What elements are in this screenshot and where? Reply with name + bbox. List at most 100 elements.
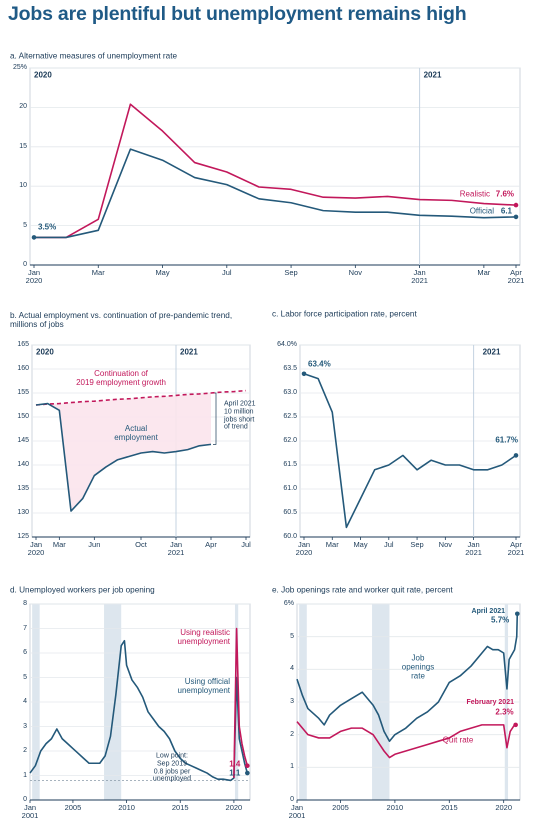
end-point — [31, 235, 37, 240]
value-label: 1.4 — [229, 759, 241, 769]
y-tick-label: 2 — [23, 747, 27, 755]
gap-area — [36, 393, 211, 512]
end-point — [513, 202, 519, 208]
annotation: February 2021 — [466, 699, 514, 707]
y-tick-label: 150 — [17, 413, 29, 421]
end-point — [513, 722, 518, 728]
period-label: 2021 — [423, 70, 442, 80]
figure-title: Jobs are plentiful but unemployment rema… — [8, 3, 467, 25]
period-label: 2020 — [34, 70, 52, 80]
x-tick-label: 2005 — [64, 803, 82, 812]
value-label: 61.7% — [495, 435, 518, 445]
x-tick-label: 2005 — [332, 803, 349, 812]
y-tick-label: 15 — [19, 142, 27, 150]
x-tick-label: 2020 — [225, 803, 243, 812]
x-tick-label: Oct — [135, 540, 147, 549]
series-line — [35, 402, 212, 512]
x-tick-label: Jan 2020 — [25, 268, 43, 286]
x-tick-label: 2010 — [386, 803, 404, 812]
x-tick-label: Sep — [284, 268, 298, 277]
series-label: Quit rate — [442, 735, 474, 745]
y-tick-label: 6% — [283, 600, 294, 608]
series-label: Using realistic unemployment — [177, 628, 230, 646]
value-label: 6.1 — [500, 206, 512, 216]
panel-title: b. Actual employment vs. continuation of… — [10, 310, 233, 329]
annotation: Low point: Sep 2019 0.8 jobs per unemplo… — [152, 752, 192, 783]
y-tick-label: 7 — [23, 624, 27, 632]
series-line — [34, 148, 517, 239]
y-tick-label: 3 — [290, 698, 294, 706]
plot-frame — [29, 67, 521, 266]
y-tick-label: 130 — [17, 509, 29, 517]
annotation: April 2021 10 million jobs short of tren… — [224, 400, 256, 431]
y-tick-label: 165 — [17, 341, 29, 349]
panel-title: a. Alternative measures of unemployment … — [10, 51, 178, 61]
y-tick-label: 63.0 — [283, 389, 297, 397]
x-tick-label: Apr 2021 — [507, 268, 525, 286]
y-tick-label: 64.0% — [277, 341, 297, 349]
y-tick-label: 62.5 — [283, 413, 297, 421]
y-tick-label: 5 — [290, 632, 294, 640]
x-tick-label: Jan 2020 — [295, 540, 313, 558]
x-tick-label: Jul — [241, 540, 251, 549]
y-tick-label: 0 — [23, 796, 27, 804]
x-tick-label: Jan 2021 — [465, 540, 482, 558]
x-tick-label: Jul — [384, 540, 394, 549]
value-label: 2.3% — [495, 707, 514, 717]
y-tick-label: 3 — [23, 722, 27, 730]
x-tick-label: Nov — [438, 540, 452, 549]
x-tick-label: 2020 — [495, 803, 513, 812]
y-tick-label: 6 — [23, 649, 27, 657]
x-tick-label: Apr 2021 — [507, 540, 525, 558]
x-tick-label: Apr — [205, 540, 217, 549]
series-line — [34, 103, 517, 239]
series-line — [29, 639, 249, 782]
y-tick-label: 61.0 — [283, 485, 297, 493]
y-tick-label: 25% — [12, 64, 27, 72]
x-tick-label: Jul — [222, 268, 232, 277]
y-tick-label: 4 — [290, 665, 294, 673]
series-line — [303, 373, 517, 529]
x-tick-label: Jun — [88, 540, 101, 549]
x-tick-label: Mar — [91, 268, 105, 277]
x-tick-label: Jan 2020 — [27, 540, 45, 558]
value-label: 5.7% — [491, 615, 510, 625]
end-point — [245, 763, 250, 768]
x-tick-label: Jan 2001 — [21, 803, 39, 821]
y-tick-label: 140 — [17, 461, 29, 469]
x-tick-label: Mar — [477, 268, 491, 277]
y-tick-label: 2 — [290, 730, 294, 738]
x-tick-label: Jan 2021 — [411, 268, 428, 286]
end-point — [245, 770, 250, 776]
series-label: Realistic — [459, 189, 490, 199]
period-label: 2020 — [36, 347, 54, 357]
x-tick-label: Jan 2021 — [167, 540, 185, 558]
y-tick-label: 135 — [17, 485, 29, 493]
series-line — [233, 627, 249, 778]
y-tick-label: 61.5 — [283, 461, 297, 469]
annotation: April 2021 — [471, 608, 505, 616]
y-tick-label: 0 — [23, 261, 27, 269]
y-tick-label: 0 — [290, 796, 294, 804]
y-tick-label: 5 — [23, 221, 27, 229]
end-point — [513, 453, 519, 458]
panel-title: c. Labor force participation rate, perce… — [272, 309, 417, 319]
series-label: Actual employment — [114, 424, 158, 442]
y-tick-label: 1 — [23, 771, 27, 779]
y-tick-label: 160 — [17, 365, 29, 373]
y-tick-label: 125 — [17, 533, 29, 541]
series-label: Job openings rate — [401, 653, 435, 681]
y-tick-label: 60.0 — [283, 533, 297, 541]
x-tick-label: 2010 — [118, 803, 135, 812]
series-line — [296, 613, 519, 742]
x-tick-label: Nov — [348, 268, 362, 277]
value-label: 7.6% — [495, 189, 514, 199]
x-tick-label: Mar — [325, 540, 339, 549]
x-tick-label: Jan 2001 — [288, 803, 306, 821]
x-tick-label: 2015 — [171, 803, 189, 812]
period-label: 2021 — [180, 347, 198, 357]
end-point — [301, 371, 307, 377]
series-label: Using official unemployment — [177, 677, 230, 695]
